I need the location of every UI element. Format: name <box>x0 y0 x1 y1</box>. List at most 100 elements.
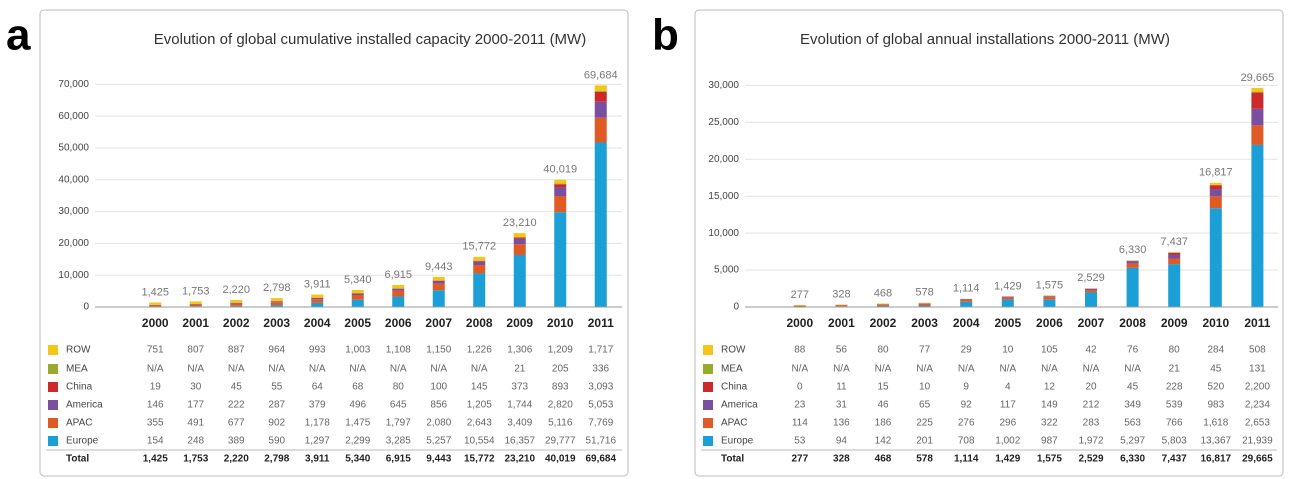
bar-segment <box>473 261 486 266</box>
table-cell: 539 <box>1166 400 1183 411</box>
table-cell: 46 <box>877 400 889 411</box>
table-cell: 117 <box>1000 400 1016 411</box>
table-cell: N/A <box>390 364 407 375</box>
bar-segment <box>189 304 202 307</box>
y-tick-label: 5,000 <box>714 265 739 276</box>
table-cell: 76 <box>1127 345 1139 356</box>
bar-segment <box>594 101 607 118</box>
bar-segment <box>270 305 283 307</box>
table-cell: 21 <box>1169 364 1181 375</box>
y-tick-label: 70,000 <box>58 79 89 90</box>
table-cell: 15 <box>877 382 889 393</box>
bar-segment <box>311 299 324 303</box>
table-cell: 68 <box>352 382 364 393</box>
table-cell: 88 <box>794 345 806 356</box>
table-cell: 154 <box>147 436 164 447</box>
x-tick-label: 2009 <box>1161 316 1188 330</box>
table-cell: 11 <box>836 382 847 393</box>
bar-segment <box>432 280 445 284</box>
total-label: 3,911 <box>304 278 331 290</box>
table-cell: 16,357 <box>504 436 535 447</box>
chart-title: Evolution of global annual installations… <box>800 31 1170 48</box>
table-cell: 491 <box>187 418 204 429</box>
table-cell: 31 <box>836 400 848 411</box>
total-label: 15,772 <box>462 241 496 253</box>
table-cell: 590 <box>268 436 285 447</box>
table-cell: 2,643 <box>467 418 492 429</box>
bar-segment <box>1168 258 1181 265</box>
table-total: 2,798 <box>264 454 289 465</box>
bar-segment <box>432 276 445 281</box>
table-cell: 2,820 <box>548 400 573 411</box>
table-cell: 520 <box>1207 382 1224 393</box>
x-tick-label: 2004 <box>953 316 980 330</box>
table-cell: 336 <box>592 364 609 375</box>
bar-segment <box>1126 260 1139 261</box>
bar-segment <box>1043 295 1056 297</box>
bar-segment <box>594 117 607 143</box>
table-total: 5,340 <box>345 454 370 465</box>
bar-segment <box>351 290 364 294</box>
y-tick-label: 10,000 <box>708 228 739 239</box>
x-tick-label: 2004 <box>304 316 331 330</box>
x-tick-label: 2006 <box>1036 316 1063 330</box>
total-label: 328 <box>832 288 850 300</box>
table-cell: 142 <box>875 436 892 447</box>
table-cell: 766 <box>1166 418 1183 429</box>
bar-segment <box>1168 252 1181 253</box>
table-cell: 349 <box>1124 400 1141 411</box>
table-cell: 45 <box>1210 364 1222 375</box>
panel-letter: a <box>6 11 31 60</box>
y-tick-label: 60,000 <box>58 111 89 122</box>
table-cell: 1,002 <box>995 436 1020 447</box>
table-cell: 94 <box>836 436 848 447</box>
table-total: 3,911 <box>305 454 330 465</box>
table-cell: 4 <box>1005 382 1011 393</box>
x-tick-label: 2003 <box>911 316 938 330</box>
bar-segment <box>473 256 486 261</box>
bar-segment <box>351 299 364 307</box>
table-cell: 205 <box>552 364 569 375</box>
table-total: 40,019 <box>545 454 576 465</box>
bar-segment <box>960 299 973 300</box>
legend-swatch <box>48 418 58 428</box>
panel-letter: b <box>652 11 679 60</box>
total-label: 16,817 <box>1199 167 1233 179</box>
bar-segment <box>311 302 324 307</box>
table-cell: 964 <box>268 345 285 356</box>
bar-segment <box>594 142 607 307</box>
table-cell: 30 <box>190 382 202 393</box>
bar-segment <box>554 212 567 307</box>
legend-label: ROW <box>66 345 91 356</box>
x-tick-label: 2000 <box>142 316 169 330</box>
total-label: 23,210 <box>503 217 537 229</box>
bar-segment <box>1168 254 1181 259</box>
legend-swatch <box>703 436 713 446</box>
y-tick-label: 0 <box>733 302 739 313</box>
table-cell: 201 <box>916 436 933 447</box>
table-total: 1,429 <box>995 454 1020 465</box>
bar-segment <box>960 299 973 302</box>
table-cell: 987 <box>1041 436 1058 447</box>
bar-segment <box>1251 108 1264 126</box>
bar-segment <box>554 179 567 184</box>
table-cell: 287 <box>268 400 285 411</box>
table-cell: N/A <box>187 364 204 375</box>
bar-segment <box>960 301 973 307</box>
bar-segment <box>877 304 889 306</box>
table-total: 468 <box>875 454 892 465</box>
y-tick-label: 50,000 <box>58 143 89 154</box>
x-tick-label: 2001 <box>182 316 209 330</box>
table-cell: N/A <box>833 364 850 375</box>
table-cell: 1,205 <box>467 400 492 411</box>
bar-segment <box>351 293 364 295</box>
table-cell: N/A <box>1124 364 1141 375</box>
legend-label: MEA <box>721 364 743 375</box>
table-cell: N/A <box>1083 364 1100 375</box>
total-label: 5,340 <box>344 274 372 286</box>
legend-swatch <box>48 345 58 355</box>
bar-segment <box>513 233 526 238</box>
bar-segment <box>351 294 364 300</box>
table-cell: 2,299 <box>345 436 370 447</box>
table-cell: 19 <box>150 382 162 393</box>
